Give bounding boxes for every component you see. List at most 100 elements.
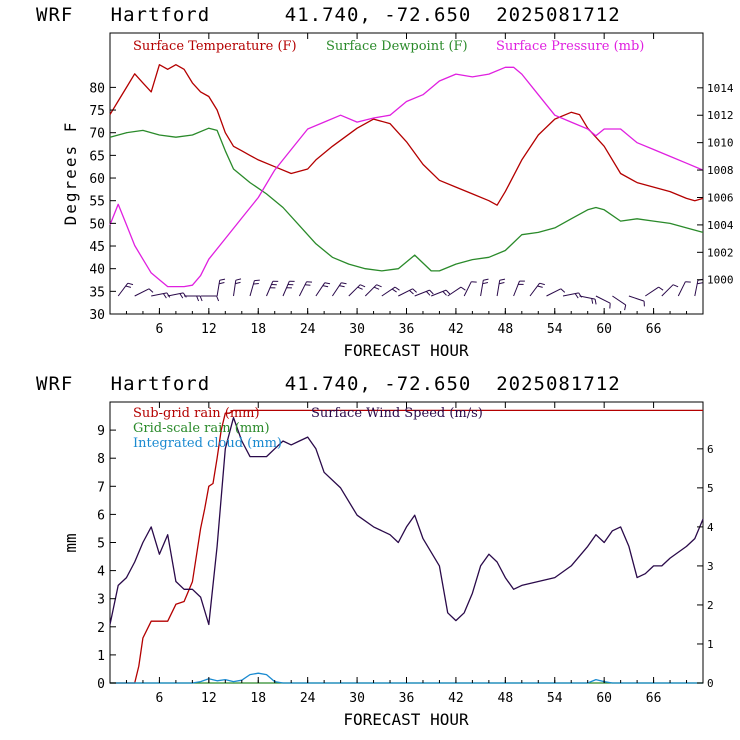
- top-x-ticks: 6 12 18 24 30 36 42 48 54 60 66: [109, 33, 704, 337]
- bot-y2-tick-label: 5: [707, 482, 714, 495]
- wind-barb: [562, 292, 583, 299]
- series-line-subgrid-rain: [110, 409, 703, 684]
- top-y2-tick-label: 1006: [707, 191, 734, 204]
- top-y-tick-label: 60: [89, 172, 105, 187]
- top-y-ticks: 30 35 40 45 50 55 60 65 70 75 80: [89, 81, 116, 323]
- top-y2-ticks: 1000 1002 1004 1006 1008 1010 1012 1014: [697, 82, 734, 287]
- top-wind-barbs: [117, 278, 704, 311]
- wind-barb: [167, 292, 187, 299]
- top-y2-tick-label: 1014: [707, 82, 734, 95]
- bot-x-tick-label: 48: [498, 691, 514, 706]
- top-x-tick-label: 12: [201, 322, 217, 337]
- top-x-axis-label: FORECAST HOUR: [343, 341, 469, 360]
- top-x-tick-label: 6: [156, 322, 164, 337]
- top-y2-tick-label: 1002: [707, 246, 734, 259]
- wind-barb: [298, 281, 313, 297]
- bot-y-tick-label: 8: [97, 452, 105, 467]
- wind-barb: [431, 289, 451, 297]
- top-y2-tick-label: 1012: [707, 109, 734, 122]
- wind-barb: [216, 278, 226, 297]
- wind-barb: [266, 280, 279, 297]
- top-x-tick-label: 54: [547, 322, 563, 337]
- top-chart-frame: [109, 32, 704, 315]
- series-line-surface-dewpoint: [109, 127, 704, 272]
- legend-surface-temperature: Surface Temperature (F): [133, 39, 297, 54]
- wind-barb: [331, 282, 347, 297]
- bot-x-tick-label: 18: [250, 691, 266, 706]
- bot-y2-tick-label: 1: [707, 638, 714, 651]
- wind-barb: [249, 279, 260, 297]
- wind-barb: [348, 284, 366, 297]
- wind-barb: [480, 278, 489, 297]
- series-line-surface-pressure: [109, 66, 704, 288]
- bot-x-tick-label: 24: [300, 691, 316, 706]
- wind-barb: [645, 286, 664, 297]
- bot-x-tick-label: 66: [646, 691, 662, 706]
- wind-barb: [282, 280, 295, 297]
- top-y-tick-label: 45: [89, 240, 105, 255]
- wind-barb: [233, 278, 242, 297]
- top-x-tick-label: 42: [448, 322, 464, 337]
- wind-barb: [579, 295, 597, 305]
- wind-barb: [414, 289, 434, 297]
- top-x-tick-label: 66: [646, 322, 662, 337]
- legend-integrated-cloud: Integrated cloud (mm): [133, 436, 282, 451]
- top-y2-tick-label: 1004: [707, 219, 734, 232]
- bot-y-tick-label: 3: [97, 593, 105, 608]
- series-line-integrated-cloud: [110, 672, 703, 684]
- bottom-y-ticks: 0 1 2 3 4 5 6 7 8 9: [97, 424, 116, 692]
- wind-barb: [661, 284, 679, 297]
- wind-barb: [184, 295, 203, 302]
- bot-y-tick-label: 7: [97, 480, 105, 495]
- bot-x-tick-label: 54: [547, 691, 563, 706]
- top-series-group: [109, 64, 704, 288]
- wind-barb: [595, 295, 611, 309]
- wind-barb: [381, 286, 400, 297]
- series-line-surface-wind-speed: [109, 416, 704, 626]
- top-y-tick-label: 35: [89, 285, 105, 300]
- legend-surface-dewpoint: Surface Dewpoint (F): [326, 39, 468, 54]
- wind-barb: [677, 281, 691, 297]
- bottom-x-ticks: 6 12 18 24 30 36 42 48 54 60 66: [109, 402, 704, 706]
- top-x-tick-label: 18: [250, 322, 266, 337]
- top-y2-tick-label: 1008: [707, 164, 734, 177]
- top-x-tick-label: 48: [498, 322, 514, 337]
- bot-y-tick-label: 1: [97, 649, 105, 664]
- wind-barb: [463, 281, 477, 297]
- bot-x-tick-label: 12: [201, 691, 217, 706]
- legend-surface-pressure: Surface Pressure (mb): [496, 39, 644, 54]
- bot-y-tick-label: 9: [97, 424, 105, 439]
- wind-barb: [513, 280, 525, 297]
- wind-barb: [546, 288, 566, 297]
- bot-x-tick-label: 36: [399, 691, 415, 706]
- bottom-x-axis-label: FORECAST HOUR: [343, 710, 469, 729]
- top-chart-title: WRF Hartford 41.740, -72.650 2025081712: [36, 4, 621, 26]
- top-y2-tick-label: 1000: [707, 274, 734, 287]
- top-y-tick-label: 70: [89, 127, 105, 142]
- series-line-surface-temperature: [109, 64, 704, 206]
- bot-y2-tick-label: 3: [707, 560, 714, 573]
- wind-barb: [529, 282, 545, 297]
- top-y-tick-label: 50: [89, 217, 105, 232]
- bot-y-tick-label: 6: [97, 508, 105, 523]
- bot-y2-tick-label: 4: [707, 521, 714, 534]
- wind-barb: [694, 278, 704, 297]
- wind-barb: [398, 288, 417, 297]
- bottom-series-group: [109, 409, 704, 684]
- wind-barb: [612, 295, 627, 311]
- top-x-tick-label: 24: [300, 322, 316, 337]
- wind-barb: [447, 286, 466, 297]
- top-y-tick-label: 65: [89, 149, 105, 164]
- bot-y-tick-label: 5: [97, 537, 105, 552]
- top-y-tick-label: 40: [89, 263, 105, 278]
- top-x-tick-label: 30: [349, 322, 365, 337]
- bot-x-tick-label: 30: [349, 691, 365, 706]
- legend-gridscale-rain: Grid-scale rain (mm): [133, 421, 270, 436]
- bot-x-tick-label: 42: [448, 691, 464, 706]
- legend-surface-wind-speed: Surface Wind Speed (m/s): [311, 406, 483, 421]
- bot-x-tick-label: 6: [156, 691, 164, 706]
- bottom-y2-ticks: 0 1 2 3 4 5 6: [697, 443, 714, 690]
- top-y-axis-label: Degrees F: [61, 121, 80, 226]
- bot-y2-tick-label: 6: [707, 443, 714, 456]
